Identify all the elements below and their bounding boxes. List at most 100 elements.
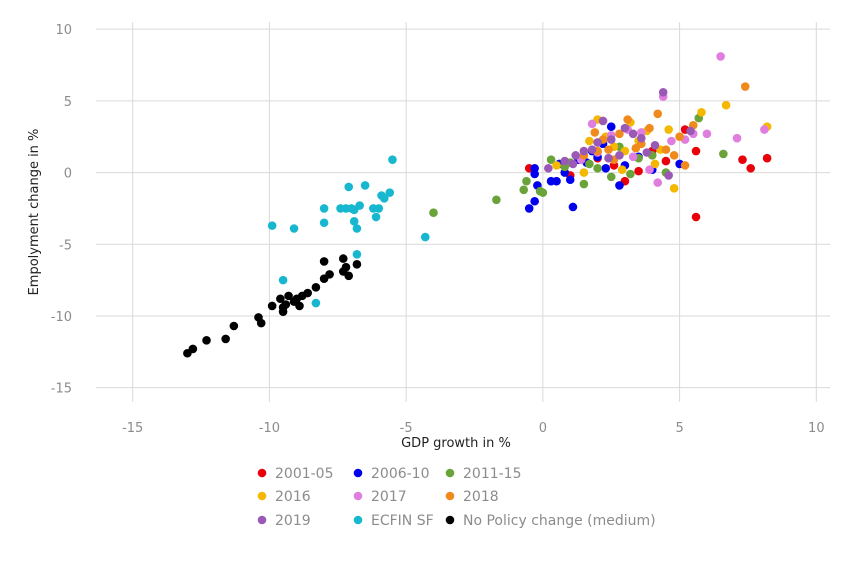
- data-point: [267, 301, 277, 311]
- data-point: [604, 153, 613, 163]
- data-point: [732, 133, 742, 143]
- data-point: [653, 178, 663, 187]
- data-point: [560, 156, 570, 166]
- data-point: [585, 159, 594, 169]
- data-point: [593, 138, 602, 147]
- x-axis-ticks: -15 -10 -5 0 5 10: [122, 421, 825, 436]
- data-point: [598, 116, 608, 126]
- data-point: [650, 141, 660, 150]
- legend-label: 2016: [275, 489, 311, 505]
- data-point: [289, 224, 299, 233]
- data-point: [571, 151, 580, 160]
- data-point: [738, 155, 747, 164]
- data-point: [645, 165, 654, 174]
- data-point: [229, 321, 239, 331]
- y-tick-label: 10: [55, 23, 72, 38]
- data-point: [311, 282, 321, 292]
- data-point: [568, 202, 578, 212]
- data-point: [388, 155, 397, 164]
- data-point: [352, 260, 362, 269]
- x-tick-label: 5: [675, 421, 683, 436]
- x-tick-label: -10: [259, 421, 280, 436]
- data-point: [565, 175, 575, 185]
- legend: 2001-05 2006-10 2011-15 2016 2017 2018 2019 ECF…: [257, 466, 656, 529]
- data-point: [740, 82, 750, 91]
- data-point: [524, 204, 534, 213]
- x-axis-title: GDP growth in %: [401, 436, 511, 451]
- legend-marker: [353, 468, 363, 478]
- data-point: [420, 232, 430, 242]
- x-tick-label: 10: [808, 421, 825, 436]
- data-point: [645, 123, 654, 133]
- data-point: [590, 128, 600, 137]
- data-point: [349, 217, 359, 226]
- data-point: [585, 136, 594, 146]
- data-point: [530, 196, 539, 206]
- data-point: [615, 181, 624, 190]
- y-axis-ticks: 10 5 0 -5 -10 -15: [51, 23, 72, 396]
- data-point: [587, 145, 597, 154]
- legend-label: 2018: [463, 489, 499, 505]
- legend-marker: [257, 468, 267, 478]
- data-point: [628, 152, 638, 162]
- data-point: [256, 318, 266, 328]
- data-point: [606, 122, 616, 131]
- data-point: [650, 159, 660, 169]
- data-point: [278, 275, 288, 285]
- data-point: [355, 201, 364, 210]
- data-point: [606, 135, 616, 144]
- data-point: [634, 166, 643, 176]
- data-point: [385, 188, 395, 197]
- data-point: [721, 100, 731, 110]
- data-point: [202, 336, 211, 345]
- data-point: [691, 212, 701, 222]
- data-point: [664, 171, 673, 180]
- legend-marker: [445, 491, 455, 501]
- data-point: [615, 129, 624, 139]
- data-point: [341, 262, 351, 272]
- data-point: [661, 145, 671, 154]
- data-point: [719, 149, 728, 159]
- data-points: [183, 52, 772, 358]
- data-point: [669, 151, 679, 160]
- legend-marker: [353, 515, 363, 525]
- data-point: [297, 291, 307, 301]
- data-point: [642, 148, 652, 157]
- data-point: [680, 161, 690, 170]
- data-point: [579, 168, 589, 177]
- data-point: [568, 159, 578, 169]
- legend-label: 2017: [371, 489, 407, 505]
- legend-marker: [353, 491, 363, 501]
- legend-label: 2019: [275, 513, 311, 529]
- data-point: [628, 129, 638, 139]
- data-point: [319, 257, 329, 266]
- data-point: [338, 254, 348, 263]
- y-axis-title: Empolyment change in %: [27, 129, 42, 296]
- data-point: [762, 153, 772, 163]
- data-point: [675, 132, 684, 142]
- data-point: [637, 133, 646, 143]
- data-point: [519, 185, 529, 195]
- data-point: [546, 155, 556, 164]
- data-point: [604, 145, 613, 154]
- legend-marker: [445, 515, 455, 525]
- data-point: [530, 163, 539, 173]
- data-point: [579, 146, 589, 156]
- data-point: [593, 163, 602, 173]
- legend-marker: [445, 468, 455, 478]
- data-point: [344, 271, 354, 281]
- legend-label: ECFIN SF: [371, 513, 434, 529]
- data-point: [615, 151, 624, 160]
- data-point: [667, 136, 676, 146]
- data-point: [664, 125, 673, 134]
- data-point: [716, 52, 725, 61]
- legend-label: 2006-10: [371, 466, 430, 482]
- data-point: [552, 176, 561, 186]
- data-point: [284, 291, 293, 301]
- data-point: [579, 179, 589, 189]
- data-point: [295, 301, 304, 311]
- data-point: [601, 163, 611, 173]
- data-point: [319, 204, 329, 213]
- data-point: [653, 109, 663, 119]
